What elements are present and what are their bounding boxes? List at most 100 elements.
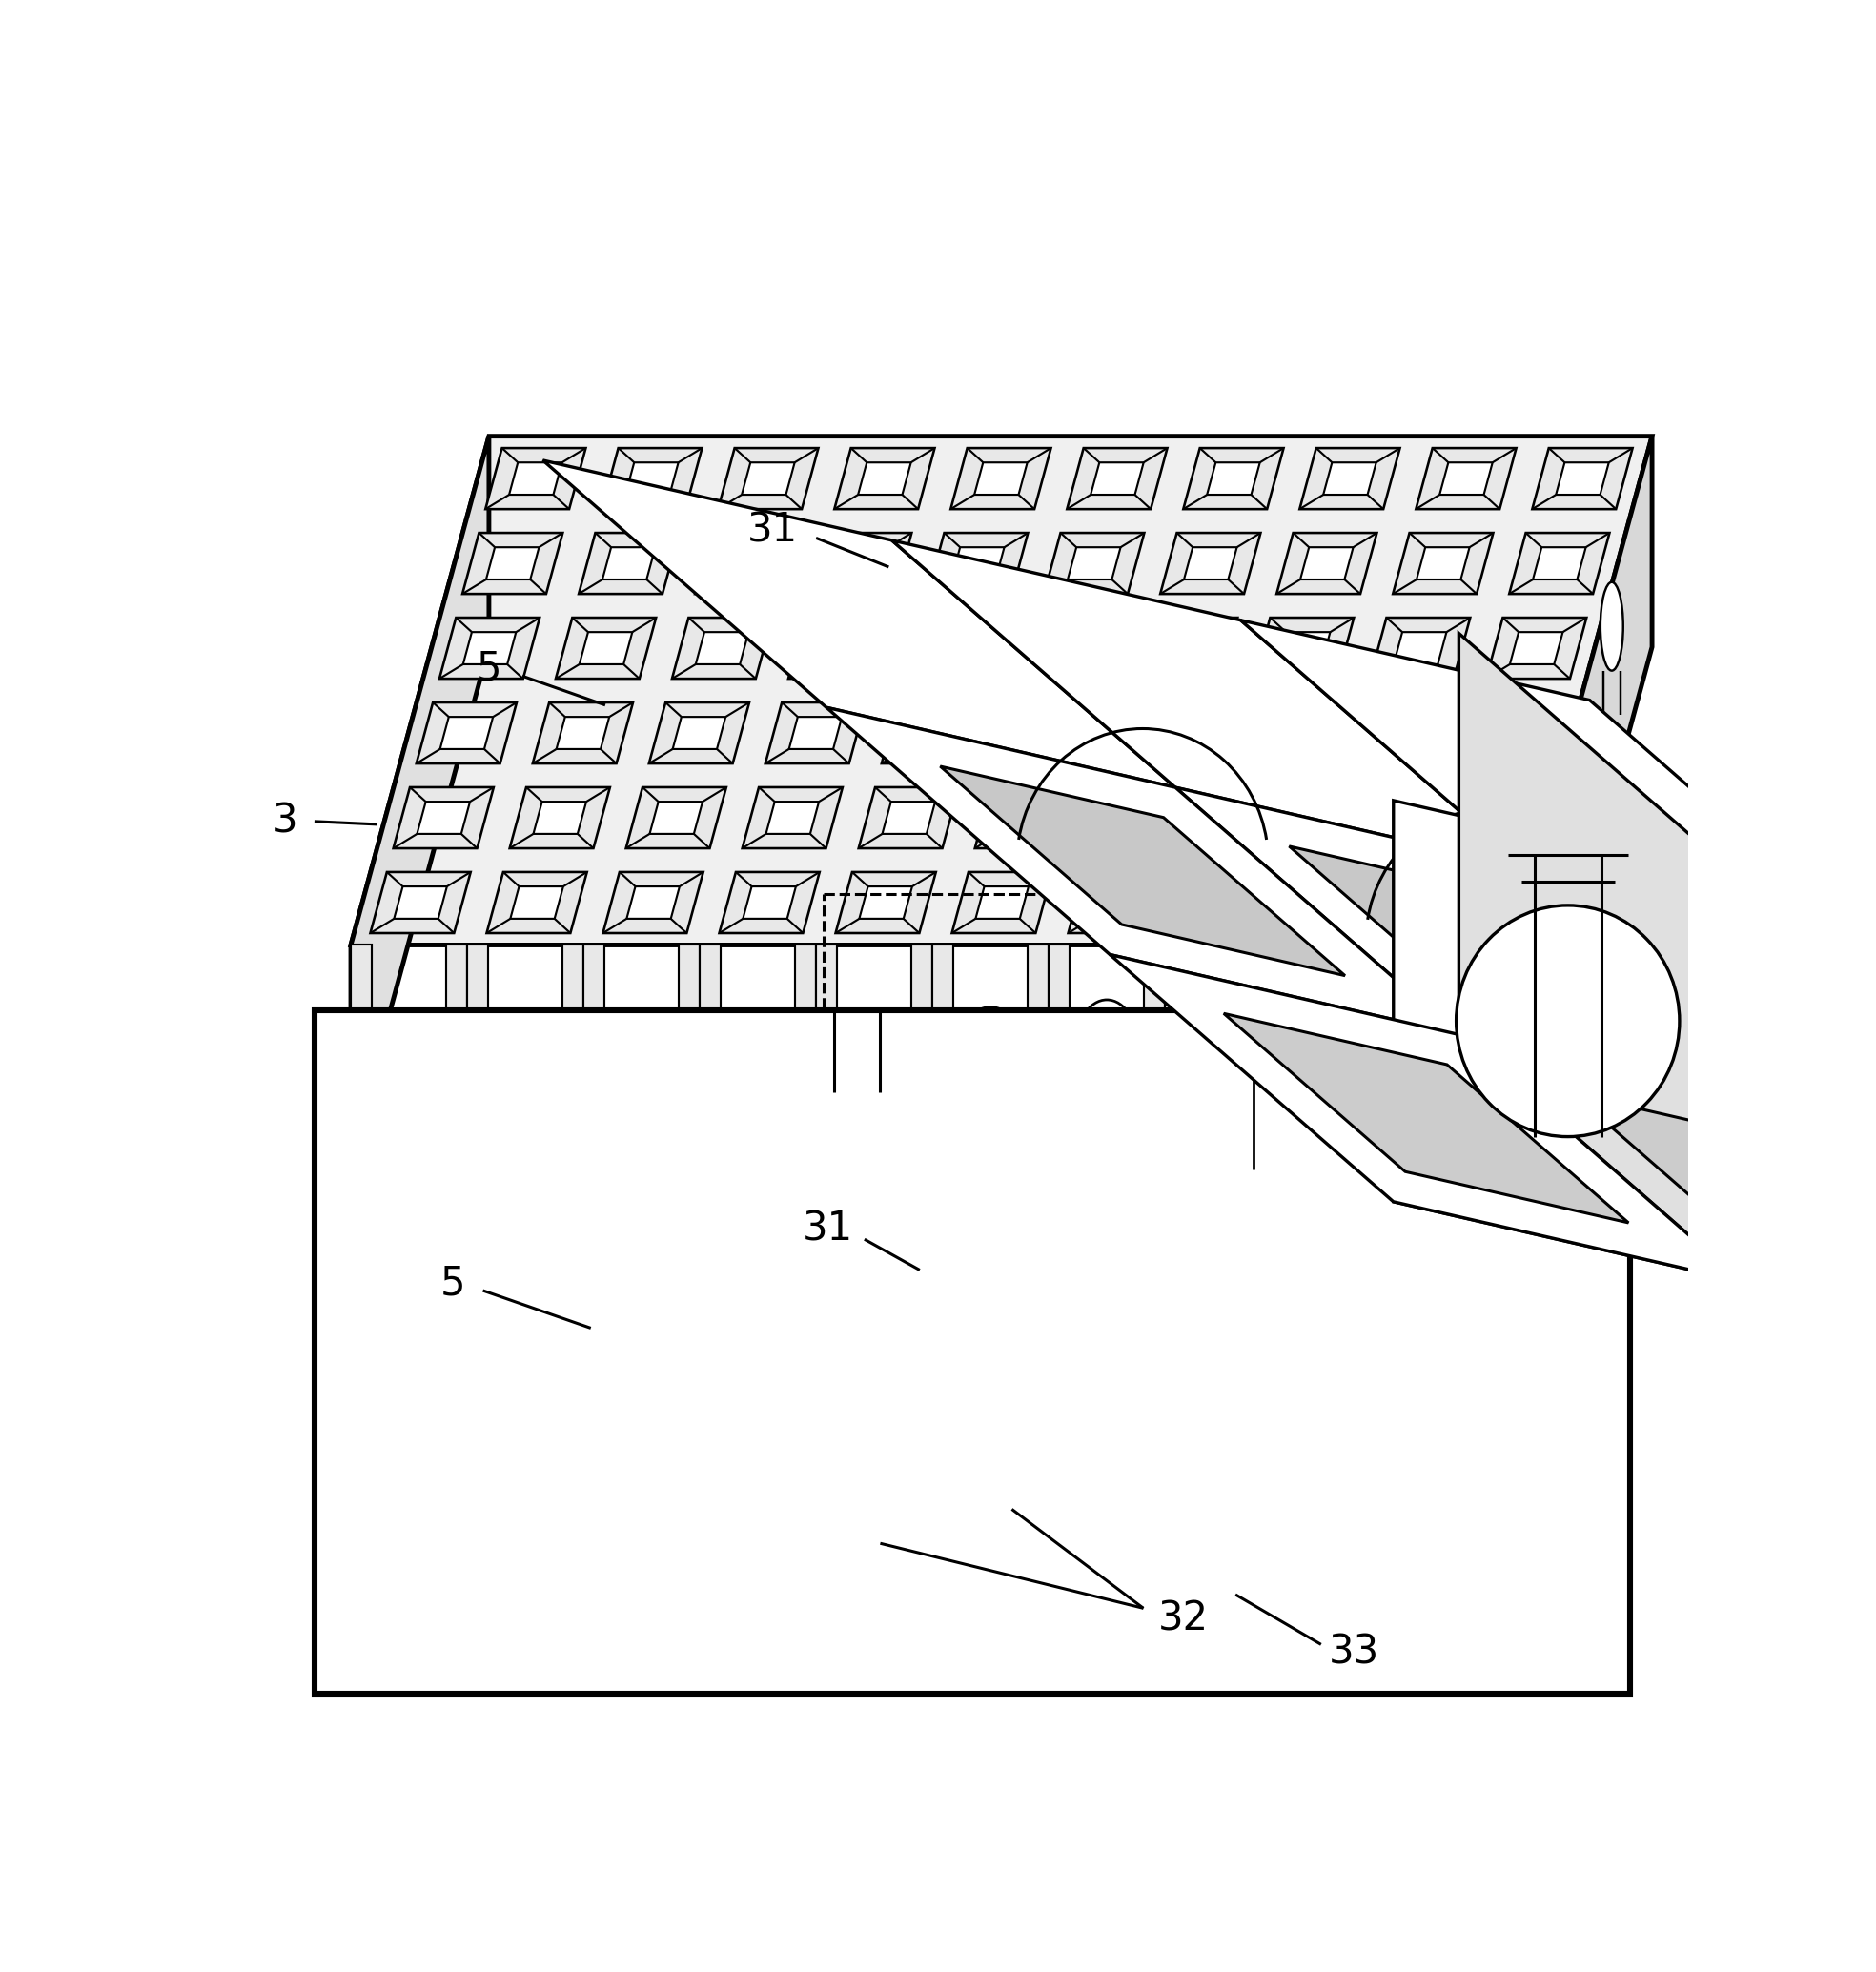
Polygon shape (1278, 633, 1330, 665)
Polygon shape (1161, 633, 1214, 665)
Polygon shape (859, 787, 959, 848)
Ellipse shape (726, 1021, 790, 1100)
Polygon shape (439, 617, 540, 678)
Polygon shape (1159, 532, 1261, 594)
Polygon shape (974, 463, 1028, 495)
Polygon shape (1460, 1035, 1876, 1361)
Polygon shape (1184, 548, 1236, 580)
Polygon shape (679, 945, 700, 1156)
Polygon shape (533, 702, 632, 763)
Polygon shape (1090, 463, 1144, 495)
Polygon shape (1067, 548, 1120, 580)
Polygon shape (1043, 532, 1144, 594)
Polygon shape (1441, 787, 1540, 848)
Polygon shape (1394, 633, 1446, 665)
Polygon shape (696, 633, 749, 665)
Polygon shape (741, 463, 795, 495)
Polygon shape (1533, 548, 1585, 580)
Polygon shape (649, 803, 704, 834)
Polygon shape (1493, 945, 1514, 1156)
Polygon shape (1022, 718, 1075, 749)
Polygon shape (1067, 448, 1167, 509)
Polygon shape (1261, 945, 1281, 1156)
Polygon shape (602, 548, 655, 580)
Polygon shape (951, 448, 1051, 509)
Polygon shape (555, 617, 657, 678)
Polygon shape (694, 532, 795, 594)
Polygon shape (1743, 880, 1876, 1361)
Text: 5: 5 (441, 1264, 465, 1303)
Polygon shape (625, 463, 679, 495)
Polygon shape (533, 803, 587, 834)
Polygon shape (1394, 801, 1743, 1282)
Polygon shape (1463, 803, 1518, 834)
Polygon shape (1300, 872, 1401, 933)
Polygon shape (1253, 617, 1354, 678)
Polygon shape (1021, 617, 1122, 678)
Polygon shape (719, 872, 820, 933)
Polygon shape (1508, 532, 1610, 594)
Ellipse shape (1600, 582, 1623, 670)
Polygon shape (835, 448, 934, 509)
Ellipse shape (1520, 921, 1548, 1010)
Polygon shape (1176, 787, 1808, 1114)
Polygon shape (1514, 436, 1653, 1156)
Polygon shape (827, 708, 1460, 1035)
Text: 32: 32 (1157, 1599, 1208, 1639)
Polygon shape (1416, 448, 1516, 509)
Polygon shape (1324, 887, 1377, 919)
Polygon shape (1111, 954, 1743, 1282)
Polygon shape (1208, 787, 1308, 848)
Polygon shape (1323, 463, 1377, 495)
Polygon shape (951, 548, 1004, 580)
Polygon shape (700, 945, 720, 1156)
Polygon shape (1439, 463, 1493, 495)
Polygon shape (1486, 617, 1587, 678)
Polygon shape (1441, 887, 1493, 919)
Polygon shape (1045, 633, 1097, 665)
Polygon shape (1206, 463, 1261, 495)
Polygon shape (765, 803, 820, 834)
Polygon shape (1369, 617, 1471, 678)
Polygon shape (351, 945, 1514, 1156)
Text: 5: 5 (477, 649, 501, 688)
Polygon shape (1067, 872, 1169, 933)
Polygon shape (416, 803, 471, 834)
Polygon shape (394, 887, 446, 919)
Polygon shape (580, 633, 632, 665)
Polygon shape (859, 887, 912, 919)
Polygon shape (835, 548, 887, 580)
Polygon shape (1371, 718, 1424, 749)
Polygon shape (1092, 887, 1144, 919)
Text: 31: 31 (803, 1209, 854, 1248)
Polygon shape (912, 945, 932, 1156)
Polygon shape (394, 787, 493, 848)
Polygon shape (882, 803, 936, 834)
Polygon shape (557, 718, 610, 749)
Ellipse shape (1424, 978, 1488, 1102)
Ellipse shape (1191, 992, 1255, 1100)
Polygon shape (932, 945, 953, 1156)
Polygon shape (1165, 945, 1186, 1156)
Polygon shape (951, 872, 1052, 933)
Polygon shape (790, 718, 842, 749)
Polygon shape (904, 617, 1006, 678)
Polygon shape (1324, 787, 1424, 848)
Polygon shape (891, 540, 1525, 868)
Polygon shape (1114, 702, 1214, 763)
Polygon shape (351, 436, 490, 1156)
Polygon shape (578, 532, 679, 594)
Polygon shape (743, 787, 842, 848)
Polygon shape (743, 887, 795, 919)
Polygon shape (1377, 945, 1398, 1156)
Polygon shape (463, 633, 516, 665)
Polygon shape (542, 459, 1176, 787)
Ellipse shape (377, 1043, 441, 1100)
Ellipse shape (493, 1035, 557, 1100)
Polygon shape (583, 945, 604, 1156)
Polygon shape (1255, 718, 1308, 749)
Polygon shape (627, 787, 726, 848)
Polygon shape (1144, 945, 1165, 1156)
Polygon shape (882, 702, 981, 763)
Polygon shape (1347, 803, 1401, 834)
